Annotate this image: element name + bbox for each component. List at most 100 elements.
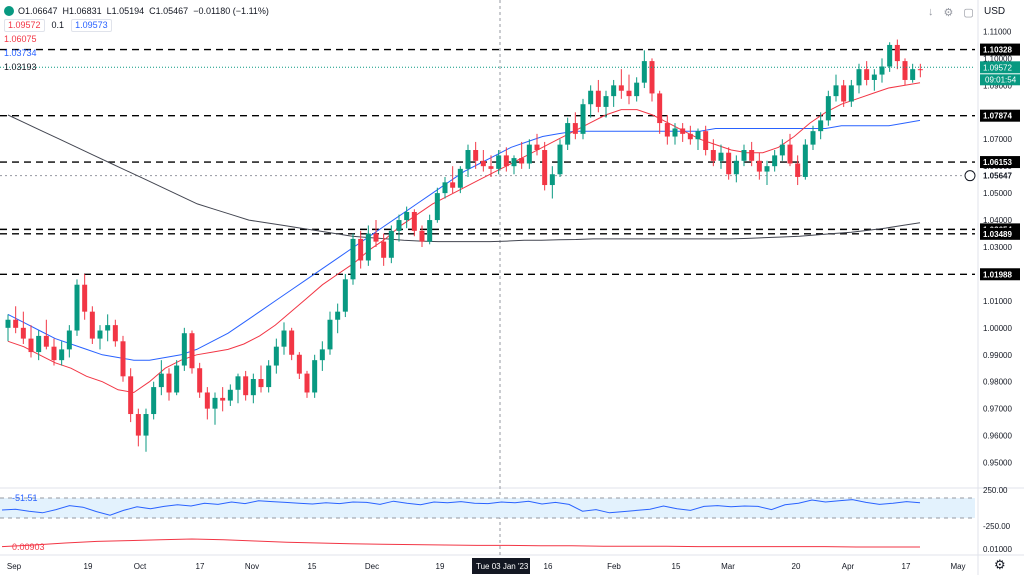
candle-body <box>66 330 72 350</box>
osc-tick-top: 250.00 <box>983 486 1008 495</box>
legend-ohlc-row: O1.06647 H1.06831 L1.05194 C1.05467 −0.0… <box>4 4 269 18</box>
candle-body <box>856 69 862 86</box>
x-tick-label: 15 <box>672 562 681 571</box>
ma-slow-line <box>7 114 921 243</box>
x-tick-label: Nov <box>245 562 259 571</box>
candle-body <box>756 160 762 172</box>
candle-body <box>82 284 88 312</box>
candle-body <box>557 144 563 175</box>
level-tag-bg <box>980 268 1020 281</box>
y-tick-label: 1.04000 <box>983 216 1012 225</box>
candle-body <box>626 90 632 97</box>
candle-body <box>36 335 42 353</box>
candle-body <box>128 376 134 415</box>
level-tag-bg <box>980 43 1020 56</box>
candle-body <box>726 152 732 175</box>
candle-body <box>825 96 831 121</box>
osc-tick-low: 0.01000 <box>983 545 1012 554</box>
candle-body <box>427 220 433 242</box>
candle-body <box>112 325 118 342</box>
candle-body <box>818 120 824 132</box>
candle-body <box>258 379 264 388</box>
chart-settings-icon[interactable]: ⚙ <box>994 557 1006 572</box>
ma-mid-value: 1.03734 <box>4 48 37 58</box>
candle-body <box>488 166 494 169</box>
osc-line-2 <box>1 538 920 548</box>
bid-chip[interactable]: 1.09572 <box>4 18 45 32</box>
candle-body <box>649 61 655 94</box>
candle-body <box>833 85 839 97</box>
candle-body <box>641 61 647 83</box>
currency-label[interactable]: USD <box>984 6 1006 17</box>
candle-body <box>565 123 571 145</box>
candle-body <box>450 182 456 188</box>
candle-body <box>388 230 394 258</box>
candle-body <box>457 168 463 188</box>
ohlc-values: O1.06647 H1.06831 L1.05194 C1.05467 −0.0… <box>18 6 269 16</box>
candle-body <box>358 238 364 261</box>
spread-value: 0.1 <box>51 19 65 30</box>
candle-body <box>365 233 371 261</box>
last-price-tag: 1.09572 <box>983 63 1012 72</box>
candle-body <box>105 325 111 331</box>
x-tick-label: Oct <box>134 562 147 571</box>
x-tick-label: 17 <box>196 562 205 571</box>
candle-body <box>741 150 747 161</box>
candle-body <box>802 144 808 177</box>
candle-body <box>841 85 847 102</box>
candle-body <box>503 155 509 167</box>
ma-fast-line <box>7 82 921 394</box>
candle-body <box>28 338 34 353</box>
candle-body <box>657 93 663 124</box>
candle-body <box>864 69 870 80</box>
candle-body <box>404 211 410 221</box>
candle-body <box>434 193 440 221</box>
candle-body <box>419 230 425 242</box>
candle-body <box>212 397 218 409</box>
candle-body <box>304 373 310 393</box>
candle-body <box>411 211 417 231</box>
open-value: O1.06647 <box>18 6 58 16</box>
candle-body <box>319 349 325 361</box>
candle-body <box>680 128 686 134</box>
x-tick-label: 15 <box>308 562 317 571</box>
y-tick-label: 0.99000 <box>983 351 1012 360</box>
level-tag-bg <box>980 109 1020 122</box>
last-price-tag-bg <box>980 61 1020 74</box>
crosshair-date-bg <box>472 558 530 574</box>
candle-body <box>51 346 57 361</box>
level-tag: 1.01988 <box>983 270 1012 279</box>
candle-body <box>496 155 502 169</box>
plus-circle-icon[interactable] <box>964 170 976 182</box>
candle-body <box>526 144 532 164</box>
candle-body <box>335 311 341 320</box>
candle-body <box>13 319 19 328</box>
ask-chip[interactable]: 1.09573 <box>71 18 112 32</box>
y-tick-label: 0.98000 <box>983 378 1012 387</box>
candle-body <box>273 346 279 366</box>
legend-bidask-row: 1.09572 0.1 1.09573 <box>4 18 269 32</box>
x-tick-label: Sep <box>7 562 22 571</box>
candle-body <box>572 123 578 134</box>
candle-body <box>580 104 586 134</box>
candle-body <box>204 392 210 409</box>
candle-body <box>787 144 793 164</box>
candle-body <box>289 330 295 355</box>
x-tick-label: Dec <box>365 562 379 571</box>
candle-body <box>235 376 241 390</box>
candle-body <box>618 85 624 91</box>
y-tick-label: 0.96000 <box>983 432 1012 441</box>
level-tag: 1.06153 <box>983 158 1012 167</box>
maximize-icon[interactable]: ▢ <box>963 7 974 19</box>
arrow-down-icon[interactable]: ↓ <box>928 6 934 18</box>
candle-body <box>764 166 770 172</box>
candle-body <box>603 96 609 107</box>
candle-body <box>181 333 187 366</box>
ma-slow-value: 1.03193 <box>4 62 37 72</box>
candle-body <box>97 330 103 339</box>
close-value: C1.05467 <box>149 6 189 16</box>
legend: O1.06647 H1.06831 L1.05194 C1.05467 −0.0… <box>4 4 269 74</box>
candle-body <box>718 152 724 161</box>
settings-icon[interactable]: ⚙ <box>943 7 954 19</box>
